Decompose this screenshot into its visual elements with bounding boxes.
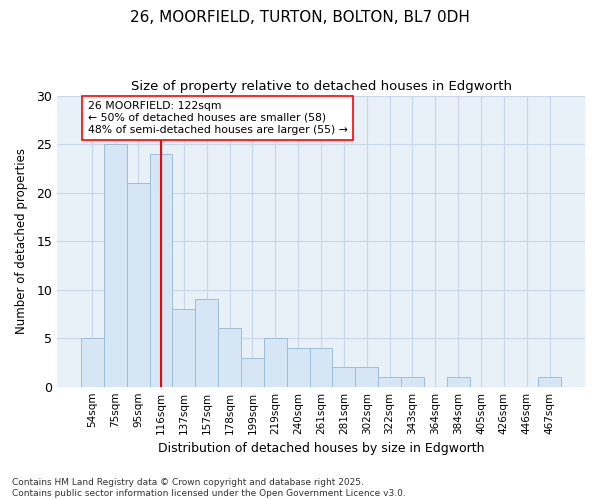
Bar: [218, 328, 241, 386]
Bar: [401, 377, 424, 386]
Bar: [538, 377, 561, 386]
Text: Contains HM Land Registry data © Crown copyright and database right 2025.
Contai: Contains HM Land Registry data © Crown c…: [12, 478, 406, 498]
Bar: [81, 338, 104, 386]
Text: 26, MOORFIELD, TURTON, BOLTON, BL7 0DH: 26, MOORFIELD, TURTON, BOLTON, BL7 0DH: [130, 10, 470, 25]
Bar: [241, 358, 264, 386]
Bar: [332, 368, 355, 386]
X-axis label: Distribution of detached houses by size in Edgworth: Distribution of detached houses by size …: [158, 442, 484, 455]
Title: Size of property relative to detached houses in Edgworth: Size of property relative to detached ho…: [131, 80, 512, 93]
Bar: [127, 183, 149, 386]
Text: 26 MOORFIELD: 122sqm
← 50% of detached houses are smaller (58)
48% of semi-detac: 26 MOORFIELD: 122sqm ← 50% of detached h…: [88, 102, 347, 134]
Bar: [355, 368, 378, 386]
Bar: [447, 377, 470, 386]
Bar: [378, 377, 401, 386]
Bar: [172, 309, 196, 386]
Y-axis label: Number of detached properties: Number of detached properties: [15, 148, 28, 334]
Bar: [310, 348, 332, 387]
Bar: [264, 338, 287, 386]
Bar: [287, 348, 310, 387]
Bar: [149, 154, 172, 386]
Bar: [196, 300, 218, 386]
Bar: [104, 144, 127, 386]
